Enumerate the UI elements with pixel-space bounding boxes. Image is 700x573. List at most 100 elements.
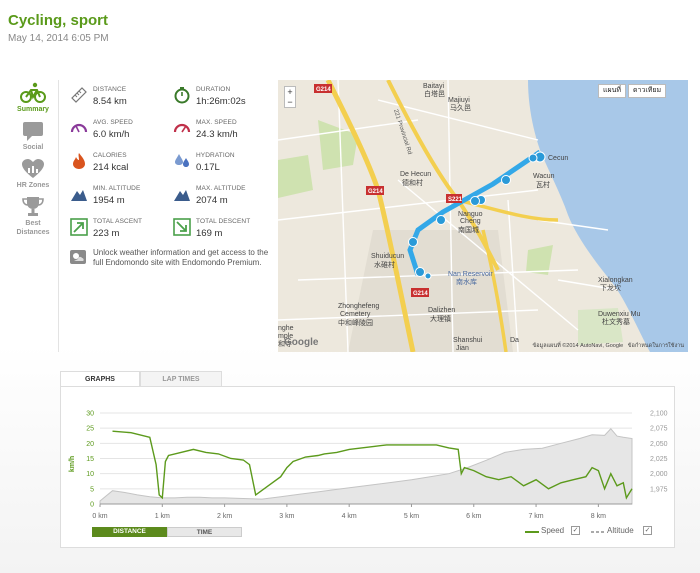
workout-nav: Summary Social HR Zones Best Distances xyxy=(8,82,58,243)
svg-text:水碓村: 水碓村 xyxy=(374,260,395,269)
y-right-tick-label: 2,050 xyxy=(650,441,668,448)
svg-text:南水库: 南水库 xyxy=(456,277,477,286)
stat-total-ascent-label: TOTAL ASCENT xyxy=(93,218,143,225)
nav-social-label: Social xyxy=(22,144,44,151)
stat-calories-label: CALORIES xyxy=(93,152,127,159)
svg-text:G214: G214 xyxy=(316,87,331,93)
y-left-tick-label: 15 xyxy=(86,456,94,463)
svg-text:S221: S221 xyxy=(448,197,463,203)
speedometer-max-icon xyxy=(173,123,191,133)
y-left-tick-label: 30 xyxy=(86,411,94,418)
svg-text:nghe: nghe xyxy=(278,325,294,332)
svg-text:Majiuyi: Majiuyi xyxy=(448,97,470,104)
stat-min-altitude-value: 1954 m xyxy=(93,195,125,206)
y-right-tick-label: 2,100 xyxy=(650,411,668,418)
svg-text:Wacun: Wacun xyxy=(533,173,555,180)
nav-summary[interactable]: Summary xyxy=(8,82,58,114)
mountain-icon xyxy=(174,190,190,201)
legend-speed-label: Speed xyxy=(541,526,565,535)
x-tick-label: 7 km xyxy=(528,513,543,520)
y-right-tick-label: 1,975 xyxy=(650,486,668,493)
nav-summary-label: Summary xyxy=(17,106,49,113)
nav-hr-zones[interactable]: HR Zones xyxy=(8,158,58,190)
svg-text:G214: G214 xyxy=(413,291,428,297)
svg-text:Cheng: Cheng xyxy=(460,218,481,225)
y-left-tick-label: 10 xyxy=(86,471,94,478)
svg-text:Cemetery: Cemetery xyxy=(340,311,371,318)
svg-text:和寺: 和寺 xyxy=(278,339,292,348)
stat-max-speed-label: MAX. SPEED xyxy=(196,119,237,126)
zoom-in-button[interactable]: + xyxy=(287,87,293,97)
map-copyright-text: ข้อมูลแผนที่ ©2014 AutoNavi, Google xyxy=(532,343,624,349)
svg-text:Cecun: Cecun xyxy=(548,155,568,162)
chart-legend: Speed ✓ Altitude ✓ xyxy=(525,526,670,538)
bike-icon xyxy=(20,82,46,103)
arrow-down-right-icon xyxy=(173,218,191,236)
tab-lap-times[interactable]: LAP TIMES xyxy=(140,371,222,387)
svg-text:杜文秀墓: 杜文秀墓 xyxy=(602,317,630,326)
legend-altitude-label: Altitude xyxy=(607,526,634,535)
svg-text:Jian: Jian xyxy=(456,345,469,352)
x-tick-label: 2 km xyxy=(217,513,232,520)
weather-text: Unlock weather information and get acces… xyxy=(93,248,269,267)
stat-hydration: HYDRATION 0.17L xyxy=(173,150,273,180)
svg-text:Shuiducun: Shuiducun xyxy=(371,253,404,260)
y-left-tick-label: 25 xyxy=(86,426,94,433)
speedometer-icon xyxy=(70,123,88,133)
x-tick-label: 6 km xyxy=(466,513,481,520)
svg-text:Da: Da xyxy=(510,337,519,344)
mountain-icon xyxy=(71,190,87,201)
svg-text:Xialongkan: Xialongkan xyxy=(598,277,633,284)
nav-social[interactable]: Social xyxy=(8,120,58,152)
satellite-type-button[interactable]: ดาวเทียม xyxy=(628,84,667,98)
svg-text:Duwenxiu Mu: Duwenxiu Mu xyxy=(598,311,641,318)
y-left-tick-label: 0 xyxy=(90,502,94,509)
speed-legend-line xyxy=(525,531,539,533)
map-type-button[interactable]: แผนที่ xyxy=(598,84,627,98)
workout-date: May 14, 2014 6:05 PM xyxy=(8,33,109,44)
stat-max-altitude: MAX. ALTITUDE 2074 m xyxy=(173,183,273,213)
x-tick-label: 1 km xyxy=(155,513,170,520)
trophy-icon xyxy=(22,197,44,216)
stat-total-descent-label: TOTAL DESCENT xyxy=(196,218,251,225)
svg-text:德和村: 德和村 xyxy=(402,178,423,187)
svg-text:马久邑: 马久邑 xyxy=(450,103,471,112)
x-tick-label: 3 km xyxy=(279,513,294,520)
svg-text:mple: mple xyxy=(278,333,293,340)
y-right-tick-label: 2,000 xyxy=(650,471,668,478)
arrow-up-right-icon xyxy=(70,218,88,236)
svg-text:221 Provincial Rd: 221 Provincial Rd xyxy=(392,109,412,156)
weather-icon xyxy=(70,250,86,264)
nav-best-distances[interactable]: Best Distances xyxy=(8,196,58,237)
svg-text:白塔邑: 白塔邑 xyxy=(424,89,445,98)
speed-checkbox[interactable]: ✓ xyxy=(571,526,580,535)
stat-calories: CALORIES 214 kcal xyxy=(70,150,170,180)
speed-altitude-chart: 0 5 10 15 20 25 30 1,975 2,000 2,025 2,050 2,075 2,1… xyxy=(69,411,668,521)
x-tick-label: 8 km xyxy=(591,513,606,520)
altitude-checkbox[interactable]: ✓ xyxy=(643,526,652,535)
y-right-tick-label: 2,025 xyxy=(650,456,668,463)
x-tick-label: 5 km xyxy=(404,513,419,520)
route-map[interactable]: G214 G214 S221 G214 Baitayi 白塔邑 Majiuyi 马久… xyxy=(278,80,688,352)
tab-graphs[interactable]: GRAPHS xyxy=(60,371,140,388)
toggle-distance[interactable]: DISTANCE xyxy=(92,527,167,537)
x-axis-toggle: DISTANCE TIME xyxy=(92,527,242,537)
stat-min-altitude: MIN. ALTITUDE 1954 m xyxy=(70,183,170,213)
zoom-out-button[interactable]: − xyxy=(287,97,293,107)
stat-hydration-value: 0.17L xyxy=(196,162,220,173)
map-zoom-control: + − xyxy=(284,86,296,108)
stat-duration-label: DURATION xyxy=(196,86,231,93)
x-tick-label: 4 km xyxy=(342,513,357,520)
toggle-time[interactable]: TIME xyxy=(167,527,242,537)
stat-total-ascent-value: 223 m xyxy=(93,228,120,239)
stat-distance-label: DISTANCE xyxy=(93,86,127,93)
map-terms-link[interactable]: ข้อกำหนดในการใช้งาน xyxy=(627,343,684,349)
stat-min-altitude-label: MIN. ALTITUDE xyxy=(93,185,141,192)
y-axis-label: km/h xyxy=(69,456,76,472)
stopwatch-icon xyxy=(174,87,190,104)
map-copyright: ข้อมูลแผนที่ ©2014 AutoNavi, Google ข้อก… xyxy=(533,342,684,350)
stat-calories-value: 214 kcal xyxy=(93,162,129,173)
svg-text:G214: G214 xyxy=(368,189,383,195)
altitude-area xyxy=(99,428,633,505)
